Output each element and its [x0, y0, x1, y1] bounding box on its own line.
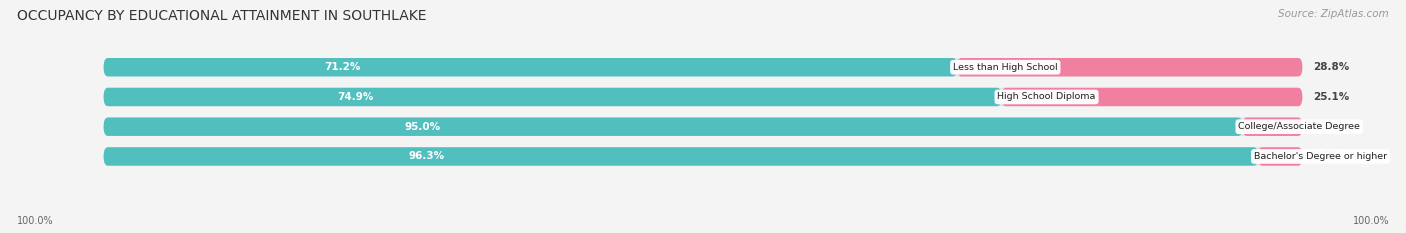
FancyBboxPatch shape — [104, 117, 1243, 136]
Text: 95.0%: 95.0% — [405, 122, 440, 132]
Text: Bachelor's Degree or higher: Bachelor's Degree or higher — [1254, 152, 1386, 161]
FancyBboxPatch shape — [104, 88, 1001, 106]
Text: 5.0%: 5.0% — [1313, 122, 1343, 132]
Text: College/Associate Degree: College/Associate Degree — [1239, 122, 1360, 131]
FancyBboxPatch shape — [104, 88, 1302, 106]
Text: 96.3%: 96.3% — [409, 151, 444, 161]
Text: 71.2%: 71.2% — [325, 62, 361, 72]
Text: 100.0%: 100.0% — [1353, 216, 1389, 226]
Text: High School Diploma: High School Diploma — [997, 93, 1095, 101]
FancyBboxPatch shape — [104, 147, 1302, 166]
Text: OCCUPANCY BY EDUCATIONAL ATTAINMENT IN SOUTHLAKE: OCCUPANCY BY EDUCATIONAL ATTAINMENT IN S… — [17, 9, 426, 23]
Text: 28.8%: 28.8% — [1313, 62, 1350, 72]
Text: Less than High School: Less than High School — [953, 63, 1057, 72]
Text: 100.0%: 100.0% — [17, 216, 53, 226]
FancyBboxPatch shape — [104, 147, 1258, 166]
FancyBboxPatch shape — [104, 58, 957, 76]
FancyBboxPatch shape — [1001, 88, 1302, 106]
Text: 3.7%: 3.7% — [1313, 151, 1343, 161]
FancyBboxPatch shape — [104, 58, 1302, 76]
FancyBboxPatch shape — [1243, 117, 1302, 136]
Text: Source: ZipAtlas.com: Source: ZipAtlas.com — [1278, 9, 1389, 19]
Text: 25.1%: 25.1% — [1313, 92, 1350, 102]
Text: 74.9%: 74.9% — [337, 92, 373, 102]
FancyBboxPatch shape — [1258, 147, 1302, 166]
FancyBboxPatch shape — [957, 58, 1302, 76]
FancyBboxPatch shape — [104, 117, 1302, 136]
